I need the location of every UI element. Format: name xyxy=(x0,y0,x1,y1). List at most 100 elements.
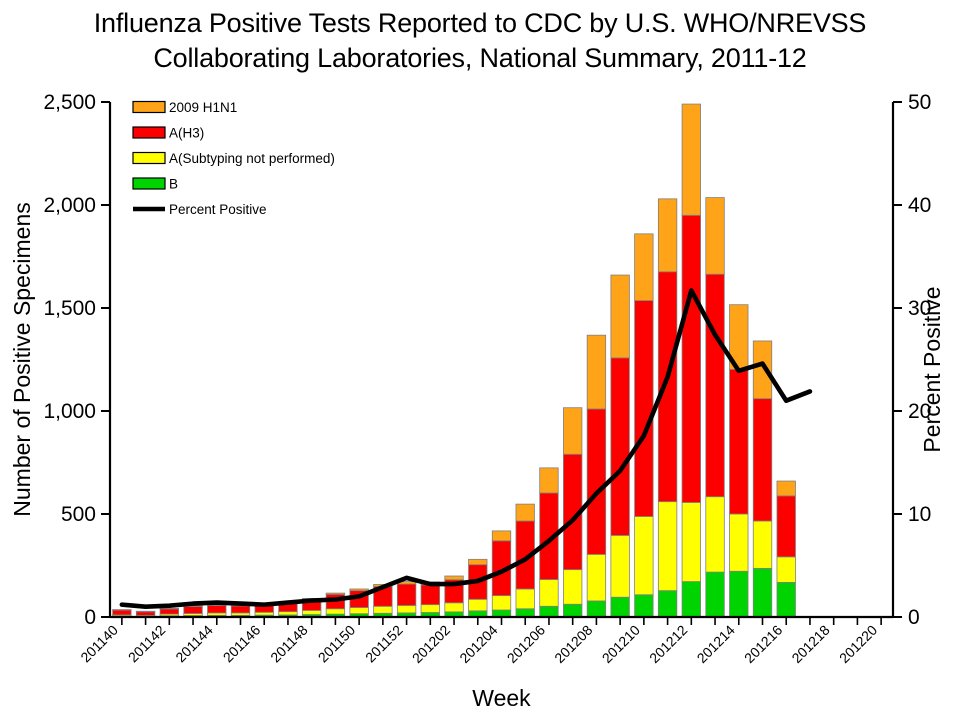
bar-segment-a-h3 xyxy=(396,583,417,606)
bar-segment-2009-h1n1 xyxy=(515,503,535,522)
x-tick-label: 201152 xyxy=(362,622,406,666)
y-tick-label-right: 20 xyxy=(908,400,931,423)
bar-stack xyxy=(634,233,654,618)
x-tick-label: 201144 xyxy=(172,622,216,666)
bar-segment-b xyxy=(610,596,630,618)
legend-swatch-a-h3 xyxy=(132,126,166,139)
bar-segment-a-subtyping-not-performed xyxy=(610,535,630,598)
y-tick-label-left: 1,000 xyxy=(43,400,96,423)
bar-stack xyxy=(112,609,132,618)
bar-segment-a-subtyping-not-performed xyxy=(515,588,535,610)
bar-stack xyxy=(776,480,796,618)
bar-segment-2009-h1n1 xyxy=(444,575,464,581)
bar-segment-a-subtyping-not-performed xyxy=(681,502,701,582)
bar-segment-2009-h1n1 xyxy=(776,480,796,497)
y-axis-title-right: Percent Positive xyxy=(919,286,945,452)
x-tick-label: 201206 xyxy=(504,622,548,666)
percent-positive-line xyxy=(119,288,813,610)
bar-segment-2009-h1n1 xyxy=(657,198,678,273)
bar-stack xyxy=(752,340,773,618)
bar-segment-a-h3 xyxy=(681,214,701,503)
x-tick-label: 201218 xyxy=(788,622,832,666)
bar-stack xyxy=(468,558,488,618)
bar-stack xyxy=(515,503,535,618)
bar-segment-a-h3 xyxy=(752,398,773,522)
bar-segment-a-subtyping-not-performed xyxy=(420,604,440,613)
x-tick-label: 201146 xyxy=(220,622,264,666)
legend-label: A(Subtyping not performed) xyxy=(169,151,335,166)
x-tick-label: 201204 xyxy=(456,622,500,666)
bar-stack xyxy=(420,581,440,618)
bar-segment-a-subtyping-not-performed xyxy=(752,520,773,569)
bar-segment-b xyxy=(681,581,701,618)
bar-segment-a-subtyping-not-performed xyxy=(729,513,749,572)
chart-title: Influenza Positive Tests Reported to CDC… xyxy=(0,6,960,76)
bar-segment-a-subtyping-not-performed xyxy=(444,602,464,613)
bar-segment-a-subtyping-not-performed xyxy=(302,610,322,615)
y-tick-label-right: 0 xyxy=(908,606,920,629)
legend-label: 2009 H1N1 xyxy=(169,100,237,115)
bar-segment-a-h3 xyxy=(159,608,179,615)
bar-segment-a-subtyping-not-performed xyxy=(657,501,678,592)
bar-segment-a-subtyping-not-performed xyxy=(373,605,393,614)
bar-segment-2009-h1n1 xyxy=(586,334,607,410)
legend-item: B xyxy=(132,177,178,192)
bar-stack xyxy=(539,467,559,618)
bar-segment-a-h3 xyxy=(610,357,630,536)
bar-segment-a-h3 xyxy=(705,273,725,498)
legend-swatch-b xyxy=(132,177,166,190)
bar-segment-a-subtyping-not-performed xyxy=(563,569,583,605)
bar-segment-a-h3 xyxy=(112,609,132,616)
chart-title-line-2: Collaborating Laboratories, National Sum… xyxy=(153,43,807,73)
bar-segment-a-subtyping-not-performed xyxy=(468,598,488,612)
x-tick-label: 201212 xyxy=(646,622,690,666)
bar-segment-b xyxy=(539,605,559,618)
bar-segment-2009-h1n1 xyxy=(159,607,179,610)
bar-stack xyxy=(491,530,512,618)
bar-segment-2009-h1n1 xyxy=(681,103,701,216)
bar-segment-a-h3 xyxy=(657,271,678,503)
y-tick-label-left: 500 xyxy=(61,503,96,526)
bar-stack xyxy=(563,407,583,618)
bar-stack xyxy=(705,197,725,618)
y-tick-label-right: 30 xyxy=(908,297,931,320)
bar-segment-b xyxy=(515,608,535,618)
legend-item: A(Subtyping not performed) xyxy=(132,151,335,166)
bar-segment-b xyxy=(657,590,678,618)
bar-segment-a-subtyping-not-performed xyxy=(776,556,796,583)
bar-segment-a-subtyping-not-performed xyxy=(539,579,559,607)
bar-segment-2009-h1n1 xyxy=(135,610,156,613)
bar-segment-2009-h1n1 xyxy=(325,592,346,595)
bar-segment-a-subtyping-not-performed xyxy=(491,595,512,611)
legend-label: B xyxy=(169,177,178,192)
bar-segment-a-subtyping-not-performed xyxy=(705,496,725,573)
legend-label: A(H3) xyxy=(169,126,204,141)
legend-label: Percent Positive xyxy=(169,202,267,217)
bar-segment-a-h3 xyxy=(586,408,607,555)
bar-segment-a-subtyping-not-performed xyxy=(396,605,417,614)
chart-title-line-1: Influenza Positive Tests Reported to CDC… xyxy=(93,8,867,38)
bar-segment-b xyxy=(729,570,749,618)
bar-segment-a-subtyping-not-performed xyxy=(634,516,654,596)
bar-stack xyxy=(159,607,179,618)
x-tick-label: 201210 xyxy=(599,622,643,666)
legend-swatch-a-subtyping-not-performed xyxy=(132,151,166,165)
bar-segment-b xyxy=(752,567,773,618)
legend-item: 2009 H1N1 xyxy=(132,100,237,115)
legend-item: Percent Positive xyxy=(133,202,267,217)
x-tick-label: 201150 xyxy=(315,622,359,666)
x-tick-label: 201142 xyxy=(125,622,169,666)
x-tick-label: 201216 xyxy=(741,622,785,666)
bar-stack xyxy=(207,604,227,618)
bar-stack xyxy=(230,604,251,618)
bar-stack xyxy=(396,581,417,618)
bar-segment-a-subtyping-not-performed xyxy=(278,611,298,616)
bar-segment-2009-h1n1 xyxy=(539,467,559,494)
bar-segment-2009-h1n1 xyxy=(634,233,654,301)
x-tick-label: 201148 xyxy=(267,622,311,666)
bar-segment-b xyxy=(776,581,796,618)
bar-segment-a-h3 xyxy=(183,606,203,614)
bar-stack xyxy=(657,198,678,618)
